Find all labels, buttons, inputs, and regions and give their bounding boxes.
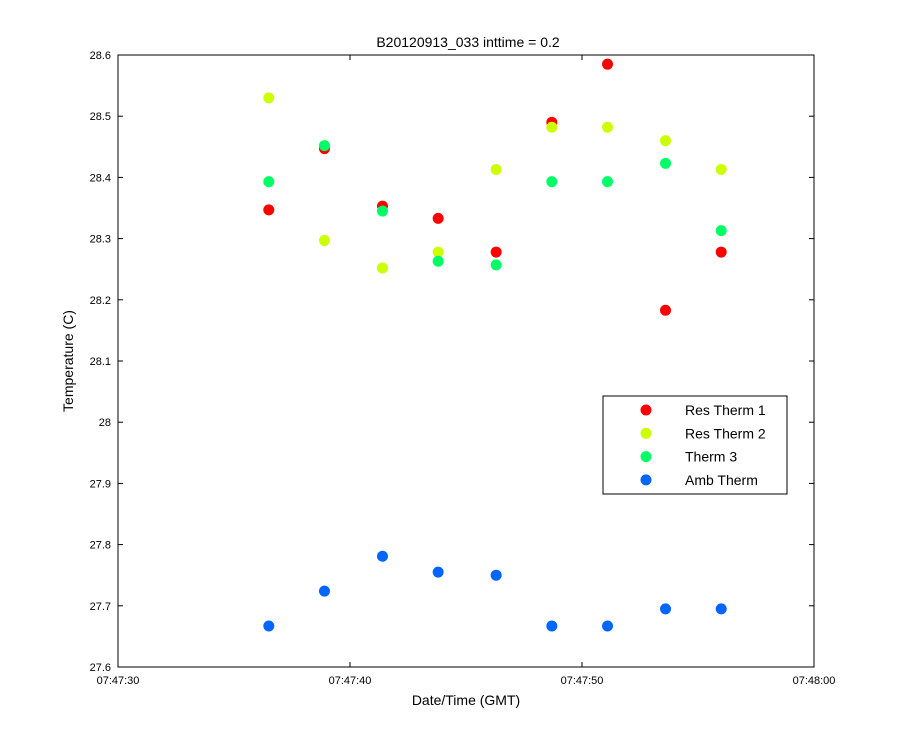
x-tick-label: 07:48:00 <box>793 675 836 687</box>
point-amb-therm <box>432 566 444 578</box>
x-axis-title: Date/Time (GMT) <box>412 692 520 708</box>
legend-marker <box>640 404 652 416</box>
y-tick-label: 28.5 <box>90 111 111 123</box>
legend-marker <box>640 474 652 486</box>
point-res-therm-2 <box>602 121 614 133</box>
point-amb-therm <box>490 569 502 581</box>
point-therm-3 <box>602 176 614 188</box>
point-amb-therm <box>715 603 727 615</box>
point-therm-3 <box>376 205 388 217</box>
point-res-therm-1 <box>715 246 727 258</box>
point-res-therm-1 <box>490 246 502 258</box>
legend-box <box>602 395 788 495</box>
y-tick-label: 28 <box>99 417 111 429</box>
x-axis: 07:47:30 07:47:40 07:47:50 07:48:00 <box>97 55 836 687</box>
point-res-therm-1 <box>660 304 672 316</box>
point-amb-therm <box>660 603 672 615</box>
y-tick-label: 27.6 <box>90 662 111 674</box>
y-tick-label: 28.3 <box>90 234 111 246</box>
point-res-therm-2 <box>318 234 330 246</box>
point-res-therm-2 <box>715 163 727 175</box>
y-tick-label: 28.4 <box>90 172 111 184</box>
x-tick-label: 07:47:40 <box>329 675 372 687</box>
point-therm-3 <box>263 176 275 188</box>
x-tick-label: 07:47:50 <box>561 675 604 687</box>
point-amb-therm <box>546 620 558 632</box>
y-tick-label: 28.6 <box>90 50 111 62</box>
y-tick-label: 27.9 <box>90 478 111 490</box>
point-res-therm-2 <box>376 262 388 274</box>
point-res-therm-1 <box>602 58 614 70</box>
point-therm-3 <box>432 255 444 267</box>
point-res-therm-1 <box>263 204 275 216</box>
legend-label: Res Therm 2 <box>685 425 766 441</box>
point-res-therm-2 <box>660 135 672 147</box>
y-axis: 27.6 27.7 27.8 27.9 28 28.1 28.2 28.3 28.4 28.5 28… <box>90 50 814 674</box>
y-tick-label: 28.1 <box>90 356 111 368</box>
point-res-therm-2 <box>432 246 444 258</box>
point-therm-3 <box>546 176 558 188</box>
y-tick-label: 28.2 <box>90 295 111 307</box>
point-amb-therm <box>376 550 388 562</box>
point-amb-therm <box>602 620 614 632</box>
legend-label: Res Therm 1 <box>685 402 766 418</box>
y-tick-label: 27.7 <box>90 601 111 613</box>
point-amb-therm <box>263 620 275 632</box>
point-res-therm-2 <box>263 92 275 104</box>
point-therm-3 <box>660 157 672 169</box>
legend: Res Therm 1 Res Therm 2 Therm 3 Amb Therm <box>602 395 788 495</box>
chart-title: B20120913_033 inttime = 0.2 <box>376 34 560 50</box>
legend-marker <box>640 451 652 463</box>
point-amb-therm <box>318 585 330 597</box>
data-points <box>263 58 727 632</box>
legend-label: Therm 3 <box>685 449 737 465</box>
point-res-therm-2 <box>490 163 502 175</box>
plot-area <box>117 54 815 668</box>
x-tick-label: 07:47:30 <box>97 675 140 687</box>
y-axis-title: Temperature (C) <box>60 310 76 412</box>
point-therm-3 <box>318 140 330 152</box>
point-res-therm-2 <box>546 121 558 133</box>
y-tick-label: 27.8 <box>90 540 111 552</box>
legend-label: Amb Therm <box>685 472 758 488</box>
point-therm-3 <box>490 259 502 271</box>
point-therm-3 <box>715 225 727 237</box>
point-res-therm-1 <box>432 212 444 224</box>
legend-marker <box>640 427 652 439</box>
